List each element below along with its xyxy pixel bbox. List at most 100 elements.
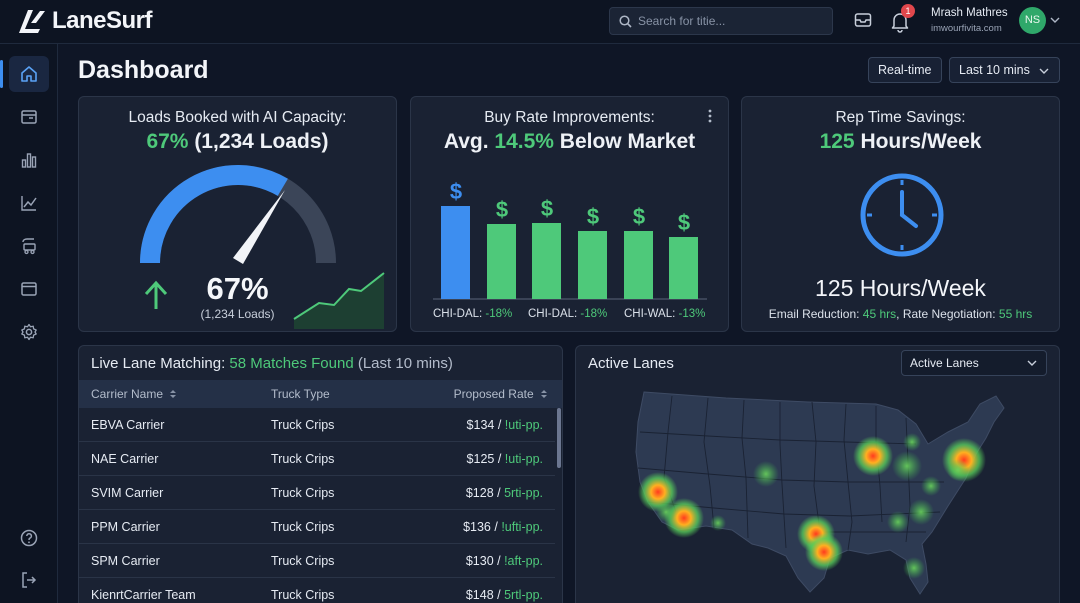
- column-rate-label: Proposed Rate: [453, 387, 534, 401]
- sidebar-item-home[interactable]: [0, 56, 49, 92]
- sidebar-item-carriers[interactable]: [9, 228, 49, 264]
- us-heat-map: [635, 391, 1005, 595]
- loads-booked-card: Loads Booked with AI Capacity: 67% (1,23…: [78, 96, 397, 332]
- gauge-needle: [233, 190, 285, 264]
- rate-tag: !uti-pp.: [504, 452, 543, 466]
- loads-card-headline: 67% (1,234 Loads): [79, 130, 396, 154]
- dollar-icon: $: [587, 204, 599, 229]
- loads-gauge: [140, 165, 385, 329]
- chevron-down-icon: [1039, 68, 1049, 74]
- search-box[interactable]: [609, 7, 833, 35]
- live-lane-title-label: Live Lane Matching:: [91, 355, 230, 372]
- live-lane-matching-panel: Live Lane Matching: 58 Matches Found (La…: [78, 345, 563, 603]
- app-logo[interactable]: LaneSurf: [16, 7, 153, 35]
- home-icon: [21, 66, 37, 82]
- buy-rate-card: Buy Rate Improvements: Avg. 14.5% Below …: [410, 96, 729, 332]
- table-row[interactable]: SVIM Carrier Truck Crips $128 / 5rti-pp.: [79, 476, 555, 510]
- lane-label: CHI-WAL: -13%: [624, 308, 705, 320]
- hotspot: [903, 557, 925, 579]
- rep-time-headline-num: 125: [819, 130, 855, 153]
- truck-type: Truck Crips: [271, 554, 335, 568]
- sidebar-item-reports[interactable]: [9, 142, 49, 178]
- rep-time-breakdown: Email Reduction: 45 hrs, Rate Negotiatio…: [742, 307, 1059, 321]
- line-chart-icon: [21, 196, 37, 211]
- chevron-down-icon[interactable]: [1050, 16, 1060, 24]
- lanesurf-logo-icon: [19, 10, 45, 33]
- rate-amount: $134 /: [466, 418, 505, 432]
- buy-rate-bars: $ $ $ $ $ $: [433, 179, 707, 300]
- trend-line: [293, 272, 385, 320]
- table-scrollbar[interactable]: [556, 408, 562, 603]
- avatar[interactable]: NS: [1019, 7, 1046, 34]
- dollar-icon: $: [450, 179, 462, 204]
- more-options-button[interactable]: [707, 109, 717, 125]
- active-lanes-title: Active Lanes: [588, 355, 674, 372]
- carrier-name: NAE Carrier: [91, 452, 159, 466]
- sidebar-item-logout[interactable]: [9, 562, 49, 598]
- hotspot: [947, 459, 969, 481]
- rate-amount: $125 /: [466, 452, 505, 466]
- dollar-icon: $: [678, 210, 690, 235]
- bar-3: [532, 223, 561, 299]
- rep-time-headline: 125 Hours/Week: [742, 130, 1059, 154]
- email-reduction-value: 45 hrs: [862, 307, 897, 321]
- inbox-button[interactable]: [853, 10, 875, 32]
- rate-negotiation-value: 55 hrs: [998, 307, 1033, 321]
- up-arrow-head: [144, 280, 168, 296]
- table-row[interactable]: NAE Carrier Truck Crips $125 / !uti-pp.: [79, 442, 555, 476]
- rep-time-headline-unit: Hours/Week: [854, 130, 982, 153]
- realtime-button[interactable]: Real-time: [868, 57, 942, 83]
- search-input[interactable]: [638, 11, 828, 31]
- carrier-name: EBVA Carrier: [91, 418, 165, 432]
- proposed-rate: $125 / !uti-pp.: [467, 452, 543, 466]
- sidebar-item-settings[interactable]: [9, 314, 49, 350]
- sidebar-item-lanes[interactable]: [9, 271, 49, 307]
- table-row[interactable]: SPM Carrier Truck Crips $130 / !aft-pp.: [79, 544, 555, 578]
- proposed-rate: $134 / !uti-pp.: [467, 418, 543, 432]
- lane-label-value: -18%: [485, 308, 513, 320]
- column-truck-type[interactable]: Truck Type: [271, 387, 330, 401]
- live-lane-match-count: 58 Matches Found: [229, 355, 354, 372]
- sidebar-item-inbox[interactable]: [9, 99, 49, 135]
- proposed-rate: $136 / !ufti-pp.: [463, 520, 543, 534]
- time-range-dropdown[interactable]: Last 10 mins: [949, 57, 1060, 83]
- bar-6: [669, 237, 698, 299]
- hotspot: [710, 515, 726, 531]
- top-bar: LaneSurf 1 Mrash Mathres imwourfivita.co…: [0, 0, 1080, 44]
- hotspot: [805, 533, 843, 571]
- active-lanes-select-value: Active Lanes: [910, 356, 979, 370]
- sidebar-item-analytics[interactable]: [9, 185, 49, 221]
- buy-rate-card-title: Buy Rate Improvements:: [484, 109, 655, 126]
- truck-type: Truck Crips: [271, 418, 335, 432]
- table-row[interactable]: PPM Carrier Truck Crips $136 / !ufti-pp.: [79, 510, 555, 544]
- column-carrier-name[interactable]: Carrier Name: [91, 387, 177, 401]
- sidebar-item-help[interactable]: [9, 520, 49, 556]
- hotspot: [656, 502, 676, 522]
- table-row[interactable]: EBVA Carrier Truck Crips $134 / !uti-pp.: [79, 408, 555, 442]
- logout-icon: [22, 572, 37, 588]
- rate-amount: $128 /: [465, 486, 505, 500]
- truck-icon: [22, 238, 36, 255]
- dollar-icon: $: [633, 204, 645, 229]
- inbox-icon: [21, 110, 37, 124]
- hotspot: [921, 476, 941, 496]
- sidebar: [0, 44, 58, 603]
- gauge-value: 67%: [206, 271, 269, 306]
- sort-icon: [541, 390, 547, 398]
- live-lane-title: Live Lane Matching: 58 Matches Found (La…: [91, 355, 453, 372]
- lane-label-name: CHI-DAL:: [433, 308, 486, 320]
- browser-icon: [21, 282, 37, 296]
- truck-type: Truck Crips: [271, 452, 335, 466]
- proposed-rate: $148 / 5rtl-pp.: [466, 588, 543, 602]
- active-lanes-select[interactable]: Active Lanes: [901, 350, 1047, 376]
- hotspot: [908, 499, 934, 525]
- column-proposed-rate[interactable]: Proposed Rate: [454, 387, 548, 401]
- proposed-rate: $128 / 5rti-pp.: [466, 486, 543, 500]
- loads-headline-count: (1,234 Loads): [188, 130, 329, 153]
- table-row[interactable]: KienrtCarrier Team Truck Crips $148 / 5r…: [79, 578, 555, 603]
- bar-chart-icon: [21, 153, 37, 168]
- notifications-button[interactable]: 1: [890, 4, 915, 33]
- lane-label-name: CHI-DAL:: [528, 308, 581, 320]
- scrollbar-thumb[interactable]: [557, 408, 561, 468]
- lane-label-name: CHI-WAL:: [624, 308, 679, 320]
